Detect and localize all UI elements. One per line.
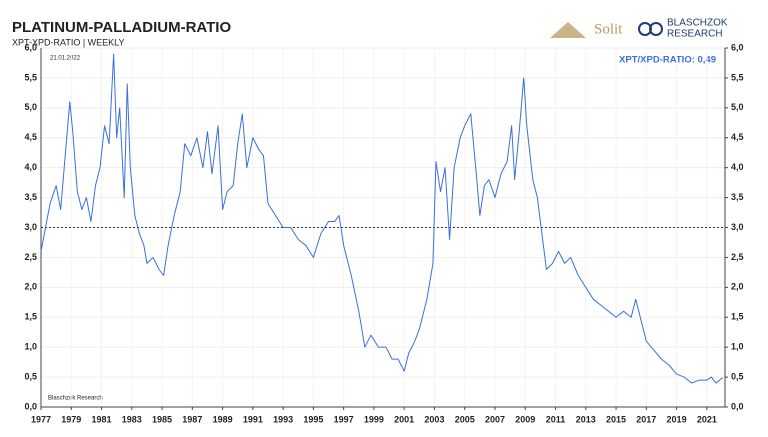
y2-tick-label: 4,0: [731, 162, 744, 172]
x-tick-label: 1995: [303, 414, 323, 424]
x-tick-label: 2001: [394, 414, 414, 424]
logo-text: BLASCHZOK: [667, 18, 728, 29]
plot-area: 0,0 0,5 1,0 1,5 2,0 2,5 3,0 3,5 4,0 4,5 5,0 5,5 6,0 0…: [24, 42, 743, 424]
x-tick-label: 1989: [213, 414, 233, 424]
data-line: [40, 53, 724, 384]
x-tick-label: 2017: [636, 414, 656, 424]
x-tick-label: 1977: [31, 414, 51, 424]
y2-tick-label: 6,0: [731, 42, 744, 52]
x-tick-label: 2011: [546, 414, 566, 424]
x-tick-label: 1999: [364, 414, 384, 424]
y2-tick-label: 5,0: [731, 102, 744, 112]
y-tick-label: 4,0: [24, 162, 37, 172]
x-tick-label: 1993: [273, 414, 293, 424]
y2-tick-label: 1,5: [731, 312, 744, 322]
annotation: XPT/XPD-RATIO: 0,49: [619, 55, 716, 66]
logo-text: RESEARCH: [667, 29, 723, 40]
y-tick-label: 0,0: [24, 401, 37, 411]
y2-tick-label: 2,5: [731, 252, 744, 262]
x-tick-label: 1991: [243, 414, 263, 424]
logo-icon: [649, 22, 663, 36]
y-tick-label: 6,0: [24, 42, 37, 52]
date-label: 21.01.2022: [50, 56, 81, 62]
y2-tick-label: 0,0: [731, 401, 744, 411]
x-tick-label: 1979: [61, 414, 81, 424]
x-tick-label: 2007: [485, 414, 505, 424]
chart-title: PLATINUM-PALLADIUM-RATIO: [12, 19, 231, 36]
x-tick-label: 1983: [122, 414, 142, 424]
x-tick-label: 2013: [576, 414, 596, 424]
x-tick-label: 1997: [334, 414, 354, 424]
x-tick-label: 1981: [92, 414, 112, 424]
y-tick-label: 5,5: [24, 72, 37, 82]
x-tick-label: 2009: [515, 414, 535, 424]
x-tick-label: 2005: [455, 414, 475, 424]
y-tick-label: 3,0: [24, 222, 37, 232]
y-tick-label: 3,5: [24, 192, 37, 202]
x-tick-label: 2003: [424, 414, 444, 424]
x-tick-label: 2015: [606, 414, 626, 424]
x-tick-label: 2021: [697, 414, 717, 424]
y-tick-label: 2,5: [24, 252, 37, 262]
y-tick-label: 5,0: [24, 102, 37, 112]
y2-tick-label: 4,5: [731, 132, 744, 142]
pyramid-icon: [550, 22, 586, 38]
y2-tick-label: 0,5: [731, 371, 744, 381]
source-label: Blaschzok Research: [48, 396, 103, 402]
y-tick-label: 0,5: [24, 371, 37, 381]
y2-tick-label: 2,0: [731, 282, 744, 292]
y-tick-label: 1,0: [24, 342, 37, 352]
x-tick-label: 2019: [667, 414, 687, 424]
solit-text: Solit: [594, 21, 623, 37]
y2-tick-label: 3,0: [731, 222, 744, 232]
y-tick-label: 2,0: [24, 282, 37, 292]
y2-tick-label: 5,5: [731, 72, 744, 82]
y2-tick-label: 1,0: [731, 342, 744, 352]
y-tick-label: 4,5: [24, 132, 37, 142]
y2-tick-label: 3,5: [731, 192, 744, 202]
y-tick-label: 1,5: [24, 312, 37, 322]
x-tick-label: 1987: [182, 414, 202, 424]
chart-subtitle: XPT-XPD-RATIO | WEEKLY: [12, 37, 125, 47]
blaschzok-logo: BLASCHZOK RESEARCH: [638, 18, 728, 40]
x-tick-label: 1985: [152, 414, 172, 424]
solit-logo: Solit: [550, 21, 623, 38]
